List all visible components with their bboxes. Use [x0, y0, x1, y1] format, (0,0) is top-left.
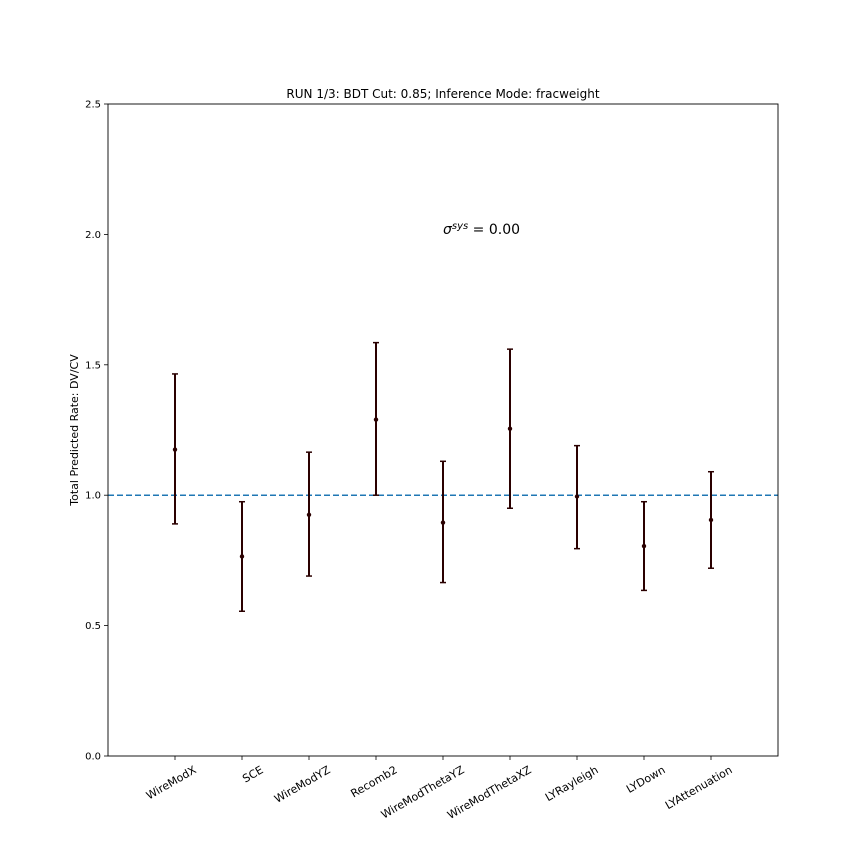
data-point [306, 512, 312, 517]
y-tick-label: 1.5 [85, 360, 101, 371]
data-point [708, 517, 714, 523]
x-tick-label: Recomb2 [348, 763, 399, 800]
axes-frame [107, 103, 779, 757]
y-tick-label: 0.5 [85, 621, 101, 632]
data-point [440, 520, 446, 525]
y-tick-label: 2.5 [85, 100, 101, 111]
data-point [239, 554, 245, 559]
x-tick-label: LYAttenuation [663, 763, 734, 812]
x-tick-label: WireModYZ [272, 763, 333, 806]
data-point [574, 494, 580, 499]
data-point [507, 426, 513, 431]
x-tick-label: LYRayleigh [543, 763, 601, 804]
x-tick-label: LYDown [624, 763, 667, 796]
y-tick-label: 1.0 [85, 491, 101, 502]
data-point [172, 447, 178, 452]
y-axis-label: Total Predicted Rate: DV/CV [68, 354, 81, 507]
data-point [373, 417, 379, 422]
x-tick-label: WireModX [144, 763, 199, 802]
sigma-sys-annotation: σsys = 0.00 [443, 221, 520, 238]
y-tick-label: 2.0 [85, 230, 101, 241]
chart-title: RUN 1/3: BDT Cut: 0.85; Inference Mode: … [286, 87, 599, 101]
data-point [641, 543, 647, 549]
x-tick-label: SCE [240, 763, 265, 785]
plot-area: 0.0 0.5 1.0 1.5 2.0 2.5 WireModX SCE WireModYZ Re… [85, 100, 779, 822]
y-tick-label: 0.0 [85, 752, 101, 763]
